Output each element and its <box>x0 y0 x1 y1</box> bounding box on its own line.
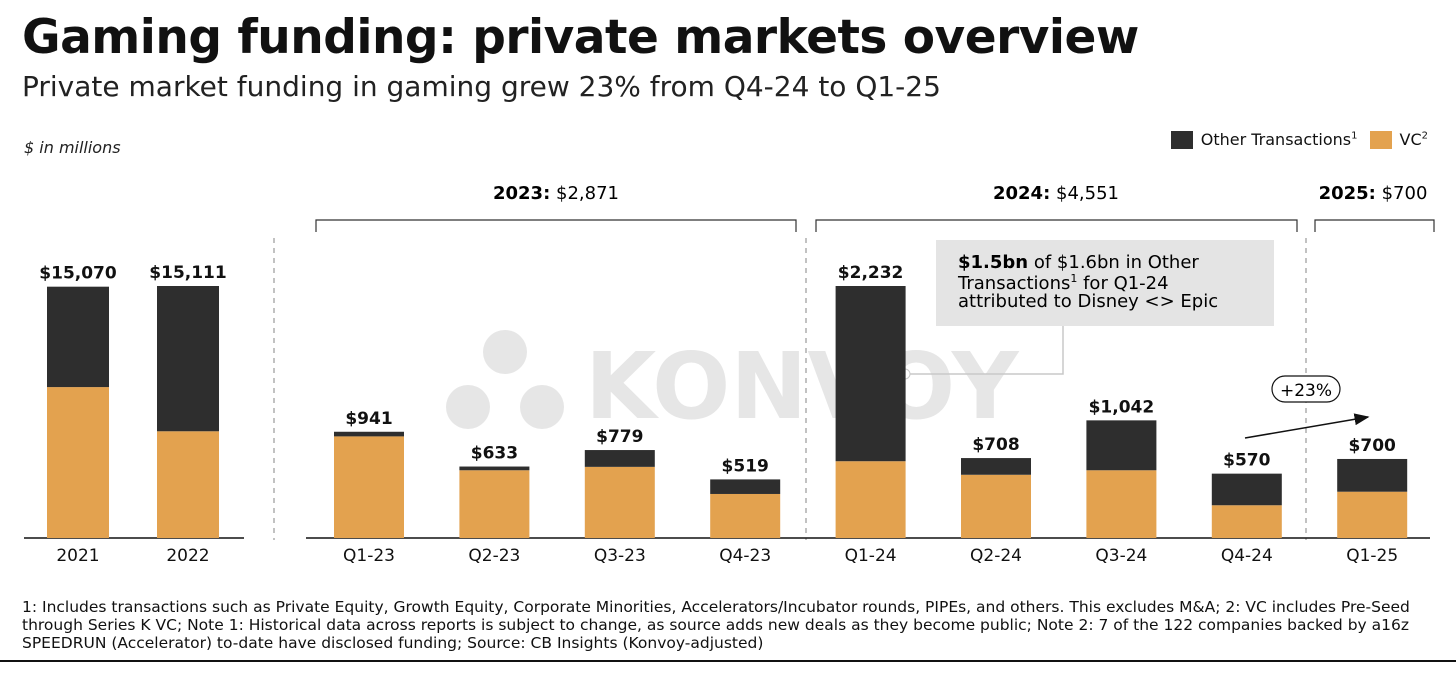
year-label-2025: 2025: $700 <box>1319 183 1428 204</box>
legend-item-other: Other Transactions1 <box>1170 130 1358 149</box>
watermark-logo-dot <box>483 330 527 374</box>
total-label-2021: $15,070 <box>39 264 117 284</box>
bottom-rule <box>0 660 1456 662</box>
category-label-q4-23: Q4-23 <box>719 546 771 566</box>
legend-swatch-vc <box>1369 130 1392 149</box>
bar-vc-q3-23 <box>584 466 655 538</box>
bar-other-2022 <box>157 286 219 432</box>
total-label-q4-23: $519 <box>722 456 769 476</box>
bar-other-q4-23 <box>710 479 781 494</box>
legend: Other Transactions1 VC2 <box>1170 130 1429 149</box>
chart-title: Gaming funding: private markets overview <box>22 10 1139 65</box>
category-label-q1-24: Q1-24 <box>845 546 897 566</box>
bar-layer: $15,070 2021 $15,111 2022 $941 Q1-23 $633 Q2-23… <box>39 263 1408 566</box>
stacked-bar-chart: KONVOY 2023: $2,871 2024: $4,551 2025: $… <box>24 183 1435 566</box>
watermark-logo-dot <box>446 385 490 429</box>
callout-line-3: attributed to Disney <> Epic <box>958 291 1218 312</box>
year-bracket-2024: 2024: $4,551 <box>815 183 1298 232</box>
total-label-q1-24: $2,232 <box>838 263 904 283</box>
callout-line-1: $1.5bn of $1.6bn in Other <box>958 252 1199 273</box>
callout-disney-epic: $1.5bn of $1.6bn in Other Transactions1 … <box>899 240 1274 380</box>
bar-vc-q2-24 <box>961 474 1031 538</box>
category-label-q3-23: Q3-23 <box>594 546 646 566</box>
total-label-2022: $15,111 <box>149 263 226 283</box>
total-label-q2-24: $708 <box>972 435 1019 455</box>
bar-vc-2021 <box>47 387 109 538</box>
callout-line-2: Transactions1 for Q1-24 <box>957 272 1169 294</box>
total-label-q2-23: $633 <box>471 444 518 464</box>
total-label-q3-23: $779 <box>596 427 643 447</box>
category-label-q3-24: Q3-24 <box>1095 546 1147 566</box>
legend-label-vc: VC2 <box>1399 130 1429 149</box>
category-label-q1-23: Q1-23 <box>343 546 395 566</box>
legend-swatch-other <box>1170 130 1193 149</box>
total-label-q3-24: $1,042 <box>1089 397 1155 417</box>
watermark-text: KONVOY <box>585 333 1020 440</box>
year-bracket-2023: 2023: $2,871 <box>315 183 797 232</box>
total-label-q1-23: $941 <box>345 409 392 429</box>
bar-other-q2-23 <box>459 466 530 471</box>
bar-other-q1-25 <box>1337 458 1408 492</box>
year-bracket-2025: 2025: $700 <box>1314 183 1435 232</box>
year-label-2023: 2023: $2,871 <box>493 183 619 204</box>
bar-other-q4-24 <box>1211 473 1282 506</box>
chart-subtitle: Private market funding in gaming grew 23… <box>22 70 941 103</box>
category-label-q2-23: Q2-23 <box>468 546 520 566</box>
bar-vc-q3-24 <box>1086 470 1157 538</box>
category-label-q1-25: Q1-25 <box>1346 546 1398 566</box>
category-label-2021: 2021 <box>56 546 99 566</box>
bar-other-q1-23 <box>334 431 404 437</box>
bar-vc-q1-24 <box>835 461 906 538</box>
growth-annotation: +23% <box>1244 375 1370 439</box>
bar-vc-2022 <box>157 431 219 538</box>
callout-box <box>936 240 1274 326</box>
footnote: 1: Includes transactions such as Private… <box>22 598 1410 652</box>
bar-other-q3-24 <box>1086 420 1157 471</box>
bar-other-q2-24 <box>961 458 1031 475</box>
category-label-q2-24: Q2-24 <box>970 546 1022 566</box>
watermark-logo-dot <box>520 385 564 429</box>
bar-vc-q4-24 <box>1211 505 1282 538</box>
callout-connector <box>910 326 1064 375</box>
bar-vc-q2-23 <box>459 470 530 538</box>
bar-other-q3-23 <box>584 450 655 467</box>
konvoy-watermark: KONVOY <box>446 330 1020 440</box>
year-label-2024: 2024: $4,551 <box>993 183 1119 204</box>
total-label-q1-25: $700 <box>1349 436 1396 456</box>
unit-note: $ in millions <box>24 138 121 157</box>
category-label-q4-24: Q4-24 <box>1221 546 1273 566</box>
growth-pill <box>1271 375 1341 403</box>
bar-vc-q1-23 <box>334 436 404 538</box>
growth-arrow <box>1244 413 1370 439</box>
total-label-q4-24: $570 <box>1223 451 1270 471</box>
bar-vc-q4-23 <box>710 493 781 538</box>
legend-label-other: Other Transactions1 <box>1200 130 1358 149</box>
growth-label: +23% <box>1280 381 1332 401</box>
bar-other-2021 <box>47 286 109 388</box>
bar-vc-q1-25 <box>1337 491 1408 538</box>
bar-other-q1-24 <box>835 286 906 462</box>
category-label-2022: 2022 <box>166 546 209 566</box>
legend-item-vc: VC2 <box>1369 130 1429 149</box>
